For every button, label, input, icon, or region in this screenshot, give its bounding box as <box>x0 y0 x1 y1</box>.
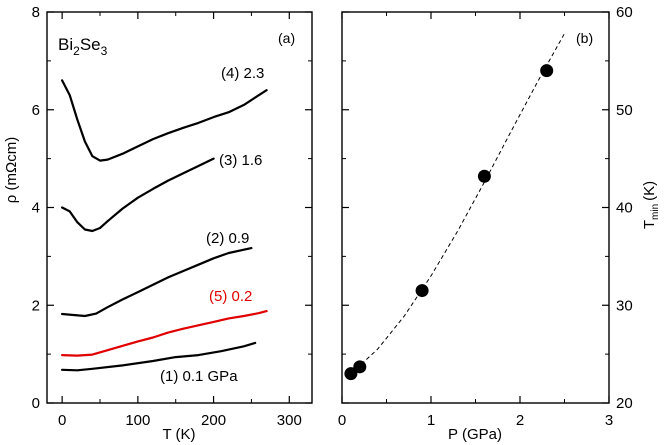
y-title-base: T <box>641 220 658 229</box>
data-point <box>353 360 367 374</box>
y-tick-label: 0 <box>32 395 40 412</box>
curve-label-3: (3) 1.6 <box>219 152 262 169</box>
x-tick-label: 0 <box>58 412 66 429</box>
panel-b-marks <box>344 33 565 381</box>
x-tick-label: 100 <box>125 412 150 429</box>
panel-b: 0 1 2 320 30 40 50 60 (b) P (GPa) Tmin (K) <box>338 4 661 443</box>
panel-b-y-title: Tmin (K) <box>641 181 661 229</box>
y-tick-label: 20 <box>616 395 633 412</box>
x-tick-label: 1 <box>427 412 435 429</box>
series-line-4 <box>60 157 215 233</box>
y-tick-label: 4 <box>32 200 40 217</box>
material-mid: Se <box>80 35 101 54</box>
data-point <box>540 64 554 78</box>
panel-a-curves <box>60 79 268 372</box>
x-tick-label: 2 <box>516 412 524 429</box>
curve-label-5: (5) 0.2 <box>209 288 252 305</box>
material-sub-2: 3 <box>101 44 108 58</box>
x-tick-label: 200 <box>201 412 226 429</box>
y-tick-label: 2 <box>32 297 40 314</box>
curve-label-4: (4) 2.3 <box>221 65 264 82</box>
y-tick-label: 60 <box>616 4 633 21</box>
y-tick-label: 6 <box>32 102 40 119</box>
panel-b-x-title: P (GPa) <box>448 426 502 443</box>
y-tick-label: 30 <box>616 297 633 314</box>
y-title-unit: (K) <box>641 181 658 201</box>
panel-a-label: (a) <box>278 30 295 46</box>
fit-line <box>350 33 565 375</box>
panel-b-label: (b) <box>576 30 593 46</box>
data-point <box>477 169 491 183</box>
panel-a-y-title: ρ (mΩcm) <box>3 137 20 203</box>
x-tick-label: 300 <box>277 412 302 429</box>
series-line-3 <box>60 247 253 318</box>
data-point <box>415 284 429 298</box>
series-line-2 <box>60 310 268 357</box>
material-label: Bi2Se3 <box>58 35 108 58</box>
curve-label-1: (1) 0.1 GPa <box>160 368 238 385</box>
data-point <box>344 367 358 381</box>
material-base: Bi <box>58 35 73 54</box>
panel-b-ticks: 0 1 2 320 30 40 50 60 <box>338 4 633 429</box>
material-sub-1: 2 <box>73 44 80 58</box>
panel-a-ticks: 0 100 200 300 0 2 4 6 8 <box>32 4 312 429</box>
series-line-1 <box>60 341 257 372</box>
panel-a-frame <box>46 11 313 404</box>
y-tick-label: 50 <box>616 102 633 119</box>
x-tick-label: 3 <box>605 412 613 429</box>
x-tick-label: 0 <box>338 412 346 429</box>
series-line-5 <box>60 79 268 162</box>
panel-a-x-title: T (K) <box>162 426 195 443</box>
curve-label-2: (2) 0.9 <box>206 230 249 247</box>
y-tick-label: 8 <box>32 4 40 21</box>
y-title-sub: min <box>650 204 661 220</box>
y-tick-label: 40 <box>616 200 633 217</box>
